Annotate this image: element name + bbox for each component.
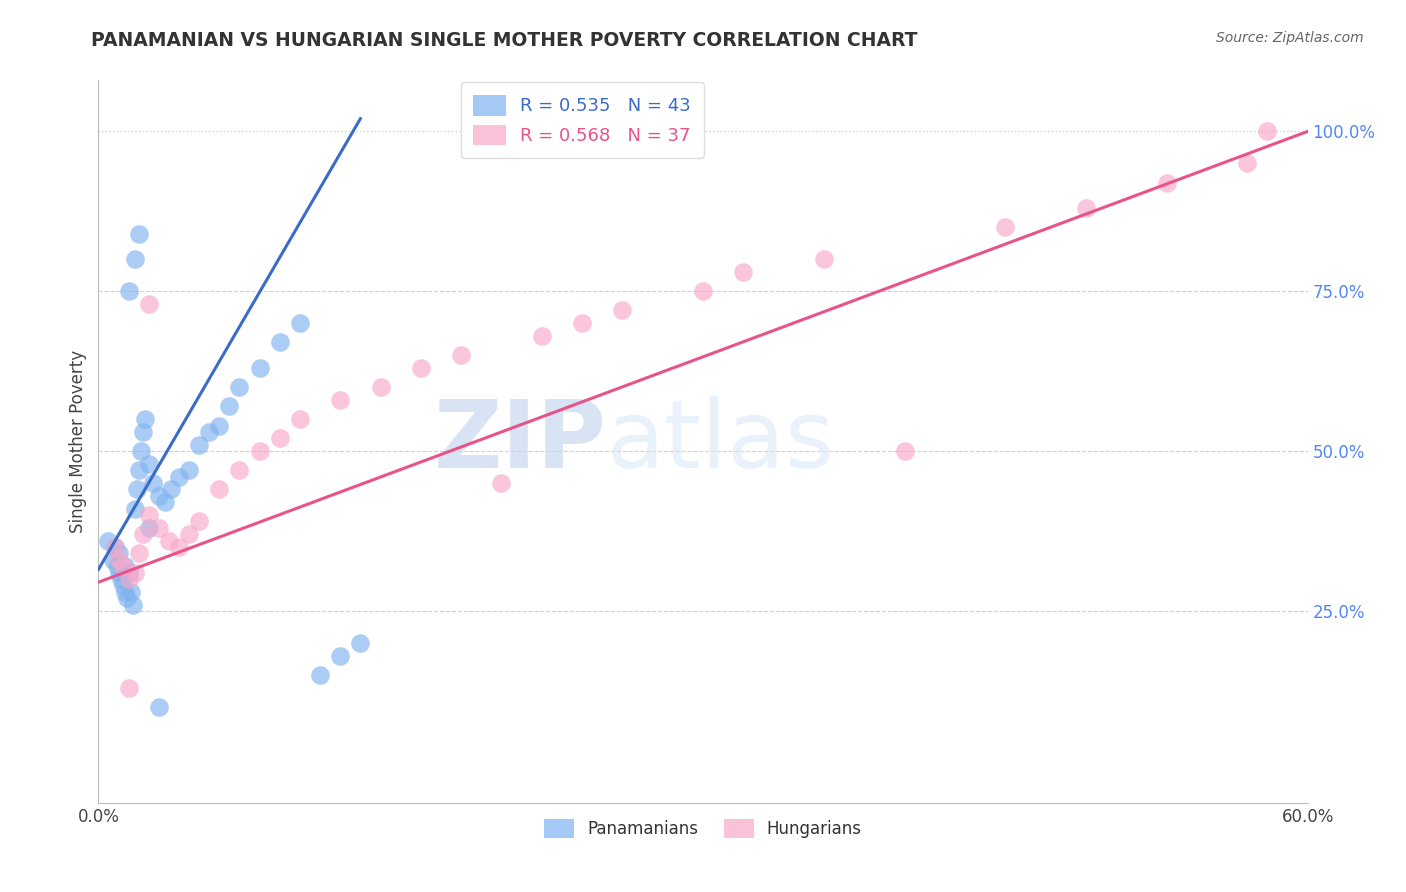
Point: [148, 699, 170, 714]
Point: [160, 483, 183, 497]
Point: [218, 400, 240, 414]
Point: [1236, 156, 1258, 170]
Point: [148, 521, 170, 535]
Point: [101, 553, 124, 567]
Point: [107, 553, 129, 567]
Point: [124, 252, 146, 267]
Point: [893, 444, 915, 458]
Point: [1256, 124, 1278, 138]
Point: [188, 515, 211, 529]
Point: [1074, 201, 1097, 215]
Point: [198, 425, 221, 439]
Point: [288, 316, 311, 330]
Point: [142, 476, 165, 491]
Legend: Panamanians, Hungarians: Panamanians, Hungarians: [537, 813, 869, 845]
Point: [138, 297, 160, 311]
Point: [692, 285, 714, 299]
Point: [733, 265, 755, 279]
Point: [128, 227, 150, 241]
Point: [228, 380, 250, 394]
Point: [120, 584, 142, 599]
Point: [167, 469, 190, 483]
Point: [134, 412, 156, 426]
Point: [125, 483, 148, 497]
Point: [269, 431, 291, 445]
Point: [167, 540, 190, 554]
Text: Source: ZipAtlas.com: Source: ZipAtlas.com: [1216, 31, 1364, 45]
Point: [148, 489, 170, 503]
Point: [103, 540, 125, 554]
Point: [571, 316, 593, 330]
Point: [409, 361, 432, 376]
Point: [114, 584, 136, 599]
Text: PANAMANIAN VS HUNGARIAN SINGLE MOTHER POVERTY CORRELATION CHART: PANAMANIAN VS HUNGARIAN SINGLE MOTHER PO…: [91, 31, 918, 50]
Point: [128, 546, 150, 560]
Point: [128, 463, 150, 477]
Point: [118, 572, 141, 586]
Point: [813, 252, 835, 267]
Point: [97, 533, 120, 548]
Point: [179, 527, 201, 541]
Point: [153, 495, 176, 509]
Point: [157, 533, 180, 548]
Point: [370, 380, 392, 394]
Point: [129, 444, 152, 458]
Point: [288, 412, 311, 426]
Point: [530, 329, 553, 343]
Point: [491, 476, 513, 491]
Point: [188, 438, 211, 452]
Point: [124, 501, 146, 516]
Point: [994, 220, 1017, 235]
Point: [612, 303, 634, 318]
Point: [110, 572, 132, 586]
Point: [179, 463, 201, 477]
Point: [208, 418, 231, 433]
Point: [118, 285, 141, 299]
Text: atlas: atlas: [606, 395, 835, 488]
Point: [124, 566, 146, 580]
Point: [249, 444, 271, 458]
Point: [132, 425, 155, 439]
Point: [118, 566, 141, 580]
Point: [138, 521, 160, 535]
Point: [208, 483, 231, 497]
Point: [138, 457, 160, 471]
Point: [103, 540, 125, 554]
Point: [115, 591, 138, 606]
Point: [309, 668, 332, 682]
Point: [121, 598, 143, 612]
Point: [249, 361, 271, 376]
Point: [111, 559, 134, 574]
Y-axis label: Single Mother Poverty: Single Mother Poverty: [69, 350, 87, 533]
Point: [329, 648, 352, 663]
Point: [111, 578, 134, 592]
Point: [349, 636, 371, 650]
Point: [118, 681, 141, 695]
Point: [105, 559, 128, 574]
Point: [114, 559, 136, 574]
Point: [1156, 176, 1178, 190]
Point: [138, 508, 160, 522]
Point: [132, 527, 155, 541]
Point: [107, 546, 129, 560]
Text: ZIP: ZIP: [433, 395, 606, 488]
Point: [107, 566, 129, 580]
Point: [228, 463, 250, 477]
Point: [329, 392, 352, 407]
Point: [450, 348, 472, 362]
Point: [269, 335, 291, 350]
